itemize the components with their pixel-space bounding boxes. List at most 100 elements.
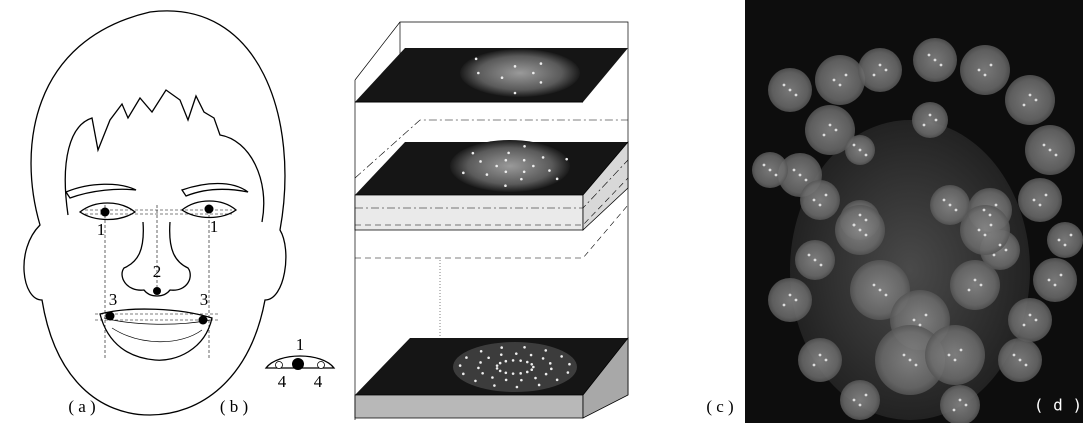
- landmark-point: [1048, 279, 1051, 282]
- landmark-point: [943, 199, 946, 202]
- landmark-point: [789, 294, 792, 297]
- landmark-dot: [106, 312, 115, 321]
- figure: 1 1 2 3 3 ( a ) 1 4 4 ( b ) ( c ) ( d ): [0, 0, 1083, 423]
- landmark-point: [526, 361, 529, 364]
- landmark-point: [530, 368, 533, 371]
- landmark-point: [540, 62, 543, 65]
- landmark-point: [505, 360, 508, 363]
- lip-line: [104, 318, 210, 324]
- landmark-point: [940, 64, 943, 67]
- landmark-point: [1049, 149, 1052, 152]
- caption: ( c ): [706, 397, 733, 416]
- landmark-point: [793, 169, 796, 172]
- landmark-point: [462, 172, 465, 175]
- landmark-point: [865, 234, 868, 237]
- landmark-point: [978, 229, 981, 232]
- landmark-point: [505, 371, 508, 374]
- landmark-point: [903, 354, 906, 357]
- landmark-label: 4: [314, 372, 323, 391]
- landmark-point: [763, 164, 766, 167]
- landmark-point: [954, 359, 957, 362]
- landmark-point: [495, 165, 498, 168]
- landmark-point: [925, 314, 928, 317]
- landmark-point: [481, 372, 484, 375]
- landmark-point: [865, 219, 868, 222]
- landmark-point: [567, 371, 570, 374]
- landmark-blob: [1008, 298, 1052, 342]
- landmark-point: [873, 284, 876, 287]
- landmark-point: [545, 373, 548, 376]
- landmark-point: [1054, 284, 1057, 287]
- landmark-point: [472, 152, 475, 155]
- landmark-point: [1045, 194, 1048, 197]
- landmark-point: [915, 364, 918, 367]
- landmark-label: 2: [153, 262, 162, 281]
- landmark-point: [783, 84, 786, 87]
- landmark-point: [530, 354, 533, 357]
- landmark-point: [550, 368, 553, 371]
- layer-face: [453, 342, 577, 392]
- landmark-point: [859, 404, 862, 407]
- landmark-point: [477, 72, 480, 75]
- landmark-point: [514, 92, 517, 95]
- landmark-blob: [1018, 178, 1062, 222]
- landmark-point: [1023, 104, 1026, 107]
- landmark-point: [479, 361, 482, 364]
- hairline: [65, 90, 264, 222]
- panel-d: ( d ): [745, 0, 1083, 423]
- landmark-point: [540, 81, 543, 84]
- panel-c: ( c ): [355, 22, 734, 420]
- landmark-point: [929, 114, 932, 117]
- landmark-point: [819, 204, 822, 207]
- landmark-point: [873, 74, 876, 77]
- landmark-point: [949, 204, 952, 207]
- landmark-point: [500, 353, 503, 356]
- landmark-blob: [925, 325, 985, 385]
- landmark-point: [814, 259, 817, 262]
- landmark-point: [499, 362, 502, 365]
- landmark-point: [974, 279, 977, 282]
- landmark-point: [532, 165, 535, 168]
- panel-a: 1 1 2 3 3 ( a ): [24, 11, 286, 416]
- landmark-point: [512, 372, 515, 375]
- landmark-point: [829, 124, 832, 127]
- landmark-blob: [960, 45, 1010, 95]
- landmark-point: [805, 179, 808, 182]
- landmark-point: [859, 149, 862, 152]
- landmark-point: [795, 299, 798, 302]
- landmark-point: [813, 199, 816, 202]
- landmark-point: [1070, 234, 1073, 237]
- landmark-point: [1005, 249, 1008, 252]
- landmark-point: [515, 352, 518, 355]
- landmark-point: [808, 254, 811, 257]
- landmark-point: [534, 377, 537, 380]
- landmark-point: [909, 359, 912, 362]
- landmark-blob: [840, 380, 880, 420]
- landmark-point: [526, 371, 529, 374]
- landmark-point: [885, 69, 888, 72]
- landmark-point: [789, 89, 792, 92]
- landmark-point: [934, 59, 937, 62]
- landmark-point: [516, 386, 519, 389]
- landmark-point: [477, 367, 480, 370]
- landmark-blob: [768, 278, 812, 322]
- landmark-point: [542, 357, 545, 360]
- landmark-point: [965, 404, 968, 407]
- head-outline: [24, 11, 286, 415]
- landmark-point: [990, 224, 993, 227]
- page: 1 1 2 3 3 ( a ) 1 4 4 ( b ) ( c ) ( d ) …: [0, 0, 1083, 423]
- landmark-point: [813, 364, 816, 367]
- landmark-label: 4: [278, 372, 287, 391]
- landmark-point: [769, 169, 772, 172]
- landmark-label: 1: [296, 335, 305, 354]
- landmark-point: [556, 178, 559, 181]
- landmark-point: [928, 54, 931, 57]
- landmark-point: [1060, 274, 1063, 277]
- caption: ( a ): [68, 397, 95, 416]
- landmark-point: [505, 170, 508, 173]
- landmark-point: [523, 346, 526, 349]
- eyebrow-right: [182, 184, 248, 197]
- landmark-point: [1033, 199, 1036, 202]
- landmark-label: 3: [200, 290, 209, 309]
- landmark-point: [959, 399, 962, 402]
